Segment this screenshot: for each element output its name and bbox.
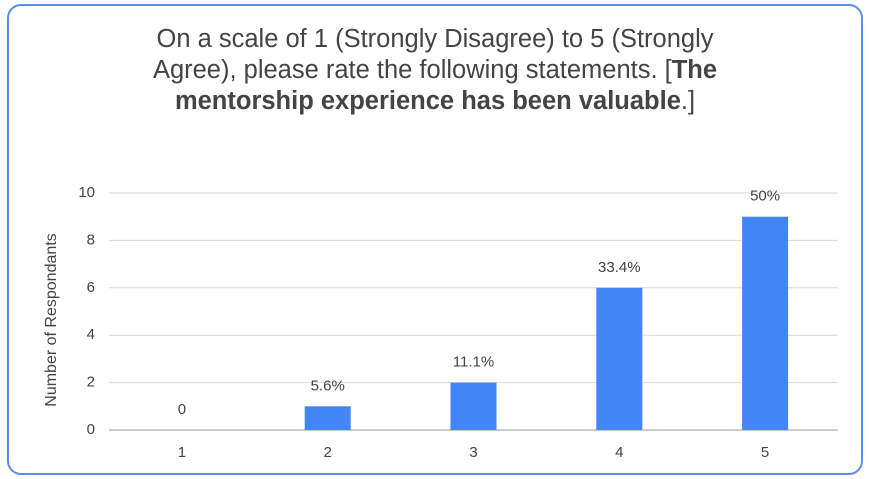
data-label: 5.6% [311,377,345,394]
x-tick-label: 2 [324,444,332,461]
bar [742,216,789,430]
title-bold-part: The mentorship experience has been valua… [174,56,718,115]
bar [450,382,497,430]
title-part: .] [680,87,696,115]
chart-frame [7,4,863,475]
y-tick-label: 4 [87,326,95,343]
data-label: 33.4% [598,259,641,276]
data-label: 11.1% [453,354,494,371]
data-label: 0 [178,401,186,418]
x-tick-label: 4 [615,444,623,461]
x-tick-label: 1 [178,444,186,461]
y-axis-title: Number of Respondants [43,233,60,406]
x-tick-label: 5 [761,444,769,461]
data-label: 50% [750,188,780,205]
y-tick-label: 6 [87,279,95,296]
x-tick-label: 3 [469,444,477,461]
chart-title: On a scale of 1 (Strongly Disagree) to 5… [135,24,735,117]
bar [596,287,643,430]
y-tick-label: 8 [87,231,95,248]
y-tick-label: 10 [78,184,95,201]
y-tick-label: 2 [87,374,95,391]
bar [304,406,351,430]
title-part: On a scale of 1 (Strongly Disagree) to 5… [152,25,714,84]
y-tick-label: 0 [87,421,95,438]
